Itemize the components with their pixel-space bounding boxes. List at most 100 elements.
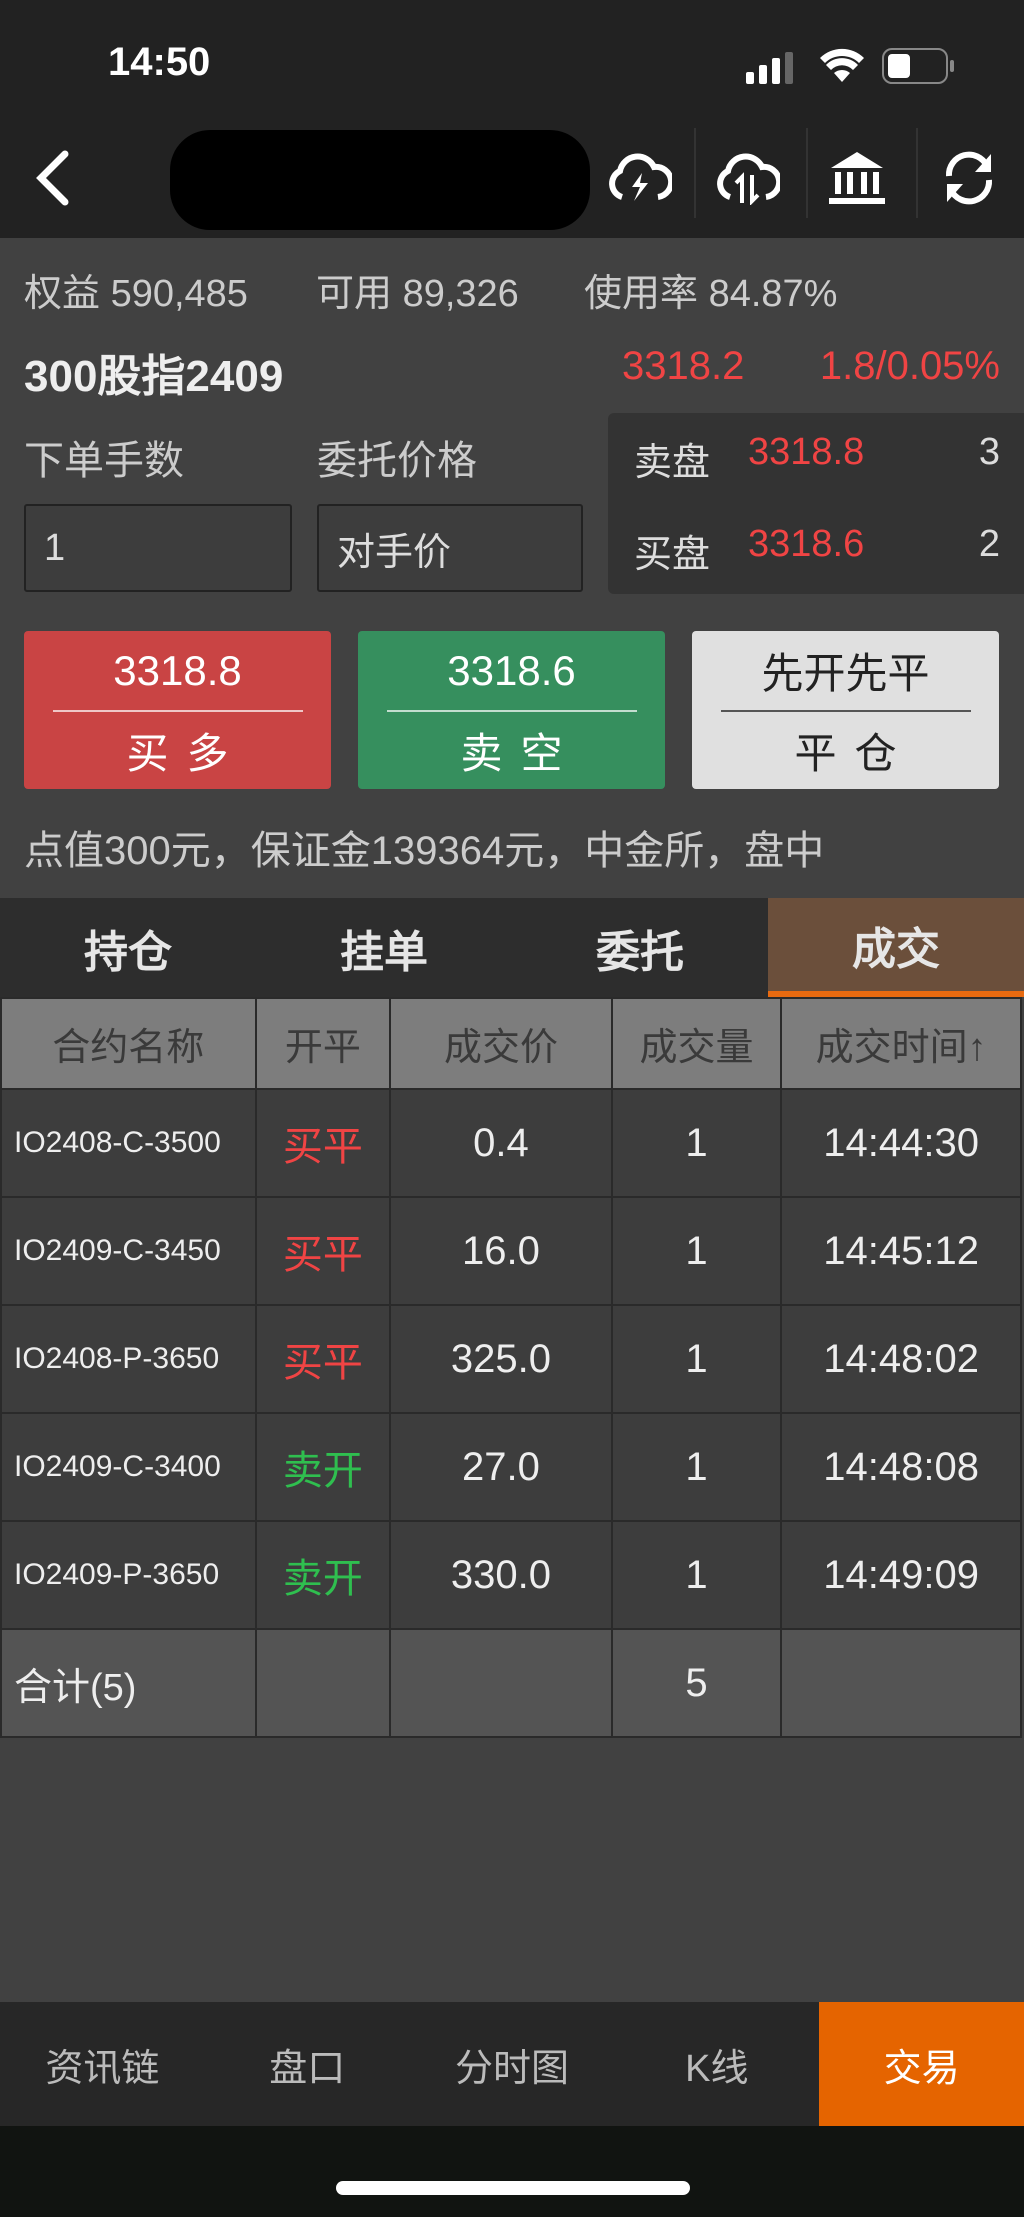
cell-volume: 1 <box>610 1088 783 1198</box>
refresh-icon[interactable] <box>934 148 1004 208</box>
available: 可用 89,326 <box>316 262 519 317</box>
cell-volume: 1 <box>610 1520 783 1630</box>
cell-price: 325.0 <box>389 1304 613 1414</box>
equity-label: 权益 <box>24 273 101 315</box>
wifi-icon <box>820 48 864 82</box>
bank-icon[interactable] <box>822 148 892 208</box>
divider <box>720 710 971 712</box>
bottom-nav: 资讯链 盘口 分时图 K线 交易 <box>0 2002 1024 2126</box>
col-contract[interactable]: 合约名称 <box>0 997 257 1090</box>
nav-intraday[interactable]: 分时图 <box>454 2047 569 2090</box>
table-row[interactable]: IO2409-C-3400 卖开 27.0 1 14:48:08 <box>0 1412 1022 1522</box>
sell-short-button[interactable]: 3318.6 卖空 <box>358 631 665 789</box>
equity-value: 590,485 <box>110 273 248 315</box>
cloud-lightning-icon[interactable] <box>604 148 674 208</box>
divider <box>806 128 808 218</box>
cell-time: 14:48:02 <box>780 1304 1022 1414</box>
cell-time: 14:48:08 <box>780 1412 1022 1522</box>
qty-input[interactable]: 1 <box>24 504 292 592</box>
cell-contract: IO2409-C-3450 <box>0 1196 257 1306</box>
signal-icon <box>746 52 793 84</box>
bid-price[interactable]: 3318.6 <box>748 523 865 565</box>
order-book: 卖盘 3318.8 3 买盘 3318.6 2 <box>608 413 1024 594</box>
qty-label: 下单手数 <box>24 439 184 483</box>
contract-name[interactable]: 300股指2409 <box>24 352 284 401</box>
cell-contract: IO2409-P-3650 <box>0 1520 257 1630</box>
nav-news[interactable]: 资讯链 <box>45 2047 160 2090</box>
usage-value: 84.87% <box>708 273 838 315</box>
battery-icon <box>882 48 954 84</box>
ask-label: 卖盘 <box>634 442 711 484</box>
close-position-button[interactable]: 先开先平 平仓 <box>692 631 999 789</box>
empty-cell <box>780 1628 1022 1738</box>
cell-side: 买平 <box>254 1196 392 1306</box>
nav-trade[interactable]: 交易 <box>819 2002 1024 2126</box>
price-label: 委托价格 <box>317 439 477 483</box>
nav-quote[interactable]: 盘口 <box>269 2047 346 2090</box>
tab-pending[interactable]: 挂单 <box>340 927 428 977</box>
table-row[interactable]: IO2409-C-3450 买平 16.0 1 14:45:12 <box>0 1196 1022 1306</box>
total-volume: 5 <box>610 1628 783 1738</box>
table-row[interactable]: IO2409-P-3650 卖开 330.0 1 14:49:09 <box>0 1520 1022 1630</box>
divider <box>52 710 303 712</box>
tab-orders[interactable]: 委托 <box>596 927 684 977</box>
cell-time: 14:44:30 <box>780 1088 1022 1198</box>
cloud-sync-icon[interactable] <box>712 148 782 208</box>
home-area <box>0 2126 1024 2217</box>
tab-bar: 持仓 挂单 委托 成交 <box>0 898 1024 997</box>
col-price[interactable]: 成交价 <box>389 997 613 1090</box>
usage-label: 使用率 <box>584 273 699 315</box>
col-side[interactable]: 开平 <box>254 997 392 1090</box>
divider <box>694 128 696 218</box>
redacted-title <box>170 130 590 230</box>
contract-info: 点值300元，保证金139364元，中金所，盘中 <box>24 829 825 873</box>
nav-kline[interactable]: K线 <box>685 2047 749 2090</box>
cell-volume: 1 <box>610 1304 783 1414</box>
cell-contract: IO2408-P-3650 <box>0 1304 257 1414</box>
status-bar <box>0 0 1024 120</box>
home-indicator[interactable] <box>336 2181 690 2195</box>
ask-volume: 3 <box>978 431 1000 473</box>
cell-volume: 1 <box>610 1196 783 1306</box>
buy-label: 买多 <box>126 730 247 777</box>
cell-volume: 1 <box>610 1412 783 1522</box>
cell-side: 卖开 <box>254 1520 392 1630</box>
tab-positions[interactable]: 持仓 <box>84 927 172 977</box>
cell-side: 卖开 <box>254 1412 392 1522</box>
total-row: 合计(5) 5 <box>0 1628 1022 1738</box>
cell-contract: IO2408-C-3500 <box>0 1088 257 1198</box>
table-row[interactable]: IO2408-P-3650 买平 325.0 1 14:48:02 <box>0 1304 1022 1414</box>
bid-label: 买盘 <box>634 534 711 576</box>
col-time[interactable]: 成交时间↑ <box>780 997 1022 1090</box>
cell-price: 330.0 <box>389 1520 613 1630</box>
price-type-input[interactable]: 对手价 <box>317 504 583 592</box>
cell-price: 0.4 <box>389 1088 613 1198</box>
last-price: 3318.2 <box>622 344 745 388</box>
usage: 使用率 84.87% <box>584 262 837 317</box>
empty-cell <box>254 1628 392 1738</box>
cell-time: 14:49:09 <box>780 1520 1022 1630</box>
ask-price[interactable]: 3318.8 <box>748 431 865 473</box>
back-icon[interactable] <box>18 148 88 208</box>
table-row[interactable]: IO2408-C-3500 买平 0.4 1 14:44:30 <box>0 1088 1022 1198</box>
available-value: 89,326 <box>402 273 519 315</box>
close-label: 平仓 <box>794 730 915 777</box>
tab-trades[interactable]: 成交 <box>768 898 1024 997</box>
cell-side: 买平 <box>254 1088 392 1198</box>
sell-price: 3318.6 <box>447 646 576 694</box>
buy-price: 3318.8 <box>113 646 242 694</box>
cell-contract: IO2409-C-3400 <box>0 1412 257 1522</box>
price-change: 1.8/0.05% <box>819 344 1000 388</box>
bid-volume: 2 <box>978 523 1000 565</box>
divider <box>916 128 918 218</box>
total-label: 合计(5) <box>0 1628 257 1738</box>
divider <box>386 710 637 712</box>
sell-label: 卖空 <box>460 730 581 777</box>
available-label: 可用 <box>316 273 393 315</box>
cell-side: 买平 <box>254 1304 392 1414</box>
col-volume[interactable]: 成交量 <box>610 997 783 1090</box>
cell-time: 14:45:12 <box>780 1196 1022 1306</box>
empty-cell <box>389 1628 613 1738</box>
buy-long-button[interactable]: 3318.8 买多 <box>24 631 331 789</box>
cell-price: 27.0 <box>389 1412 613 1522</box>
